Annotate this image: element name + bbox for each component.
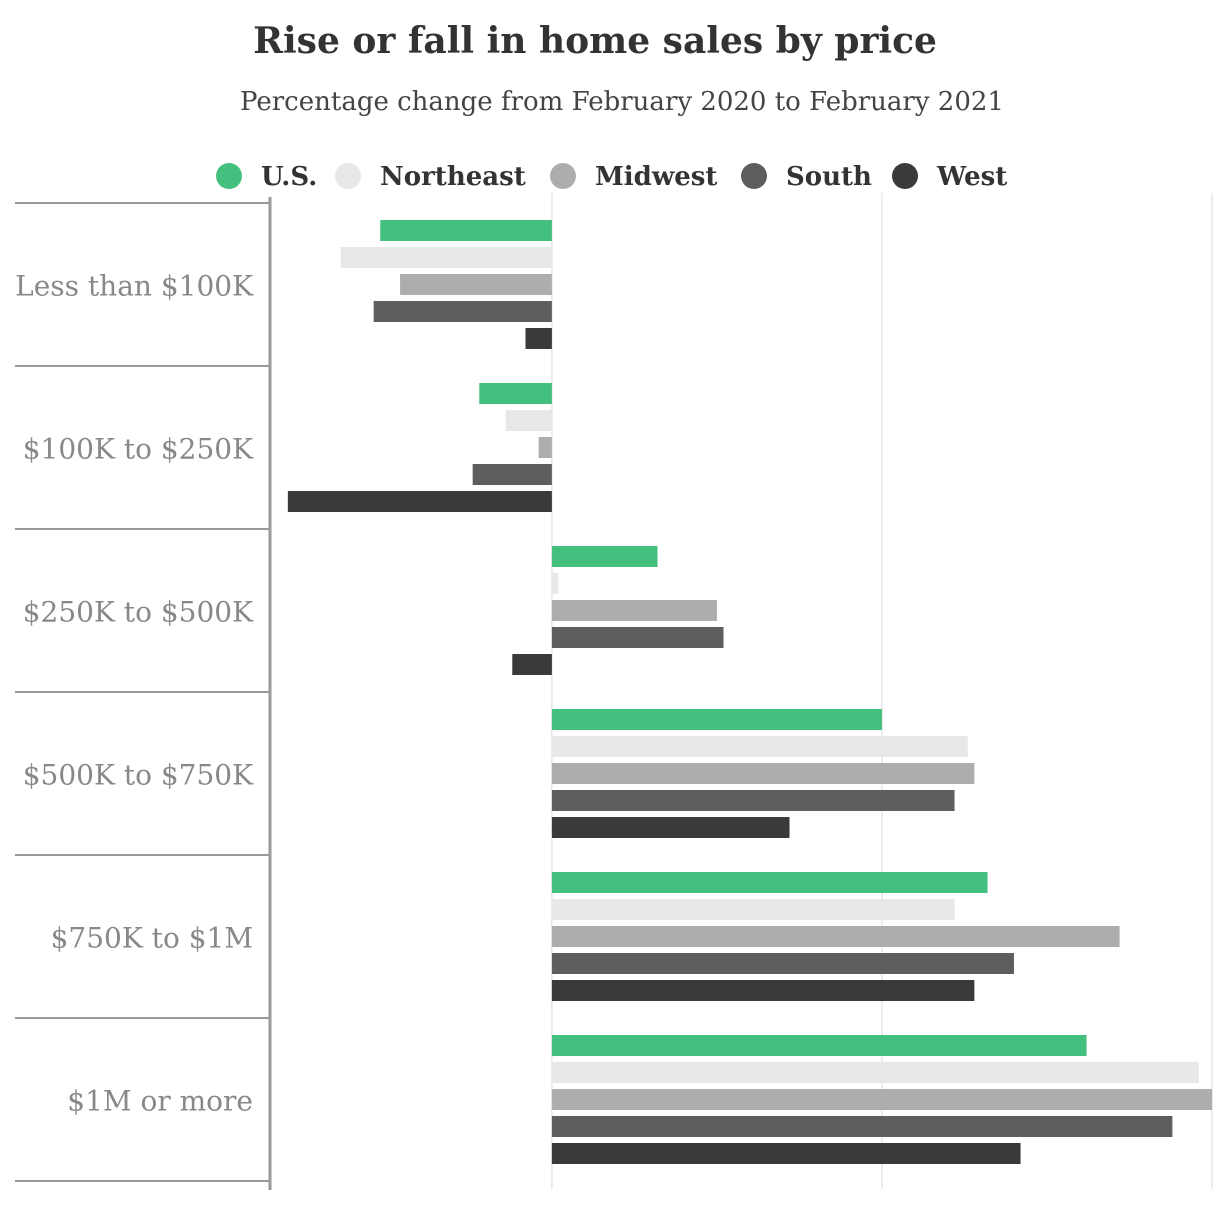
bar — [551, 980, 975, 1001]
bar — [551, 573, 559, 594]
legend-label: Northeast — [380, 162, 526, 192]
bar — [551, 953, 1014, 974]
bar — [525, 328, 552, 349]
legend-marker — [216, 163, 242, 189]
bar — [400, 274, 552, 295]
legend-marker — [892, 163, 918, 189]
legend-marker — [335, 163, 361, 189]
legend-label: Midwest — [595, 162, 717, 192]
y-tick-label: $250K to $500K — [23, 596, 254, 629]
bar — [551, 899, 955, 920]
bar — [551, 926, 1120, 947]
bar — [551, 1062, 1199, 1083]
bar — [551, 1035, 1087, 1056]
legend-marker — [550, 163, 576, 189]
bar — [551, 600, 717, 621]
bar — [551, 872, 988, 893]
legend-label: U.S. — [261, 162, 317, 192]
legend-marker — [741, 163, 767, 189]
legend-label: South — [786, 162, 872, 192]
bar — [551, 627, 724, 648]
bar — [512, 654, 552, 675]
y-tick-label: Less than $100K — [15, 270, 254, 303]
y-tick-label: $750K to $1M — [51, 922, 253, 955]
bar — [551, 709, 882, 730]
y-tick-label: $500K to $750K — [23, 759, 254, 792]
bar — [551, 1143, 1021, 1164]
y-tick-label: $1M or more — [67, 1085, 253, 1118]
bar — [551, 1089, 1212, 1110]
bar — [373, 301, 552, 322]
bar — [551, 790, 955, 811]
bar — [380, 220, 552, 241]
bar — [551, 736, 968, 757]
bar — [551, 763, 975, 784]
y-tick-label: $100K to $250K — [23, 433, 254, 466]
bar — [538, 437, 552, 458]
bar — [551, 546, 658, 567]
legend-label: West — [936, 162, 1007, 192]
bar — [551, 817, 790, 838]
chart-subtitle: Percentage change from February 2020 to … — [240, 87, 1004, 117]
bar — [505, 410, 552, 431]
chart-title: Rise or fall in home sales by price — [253, 20, 937, 62]
bar — [479, 383, 552, 404]
bar — [287, 491, 552, 512]
bar — [472, 464, 552, 485]
bar — [551, 1116, 1173, 1137]
bar — [340, 247, 552, 268]
